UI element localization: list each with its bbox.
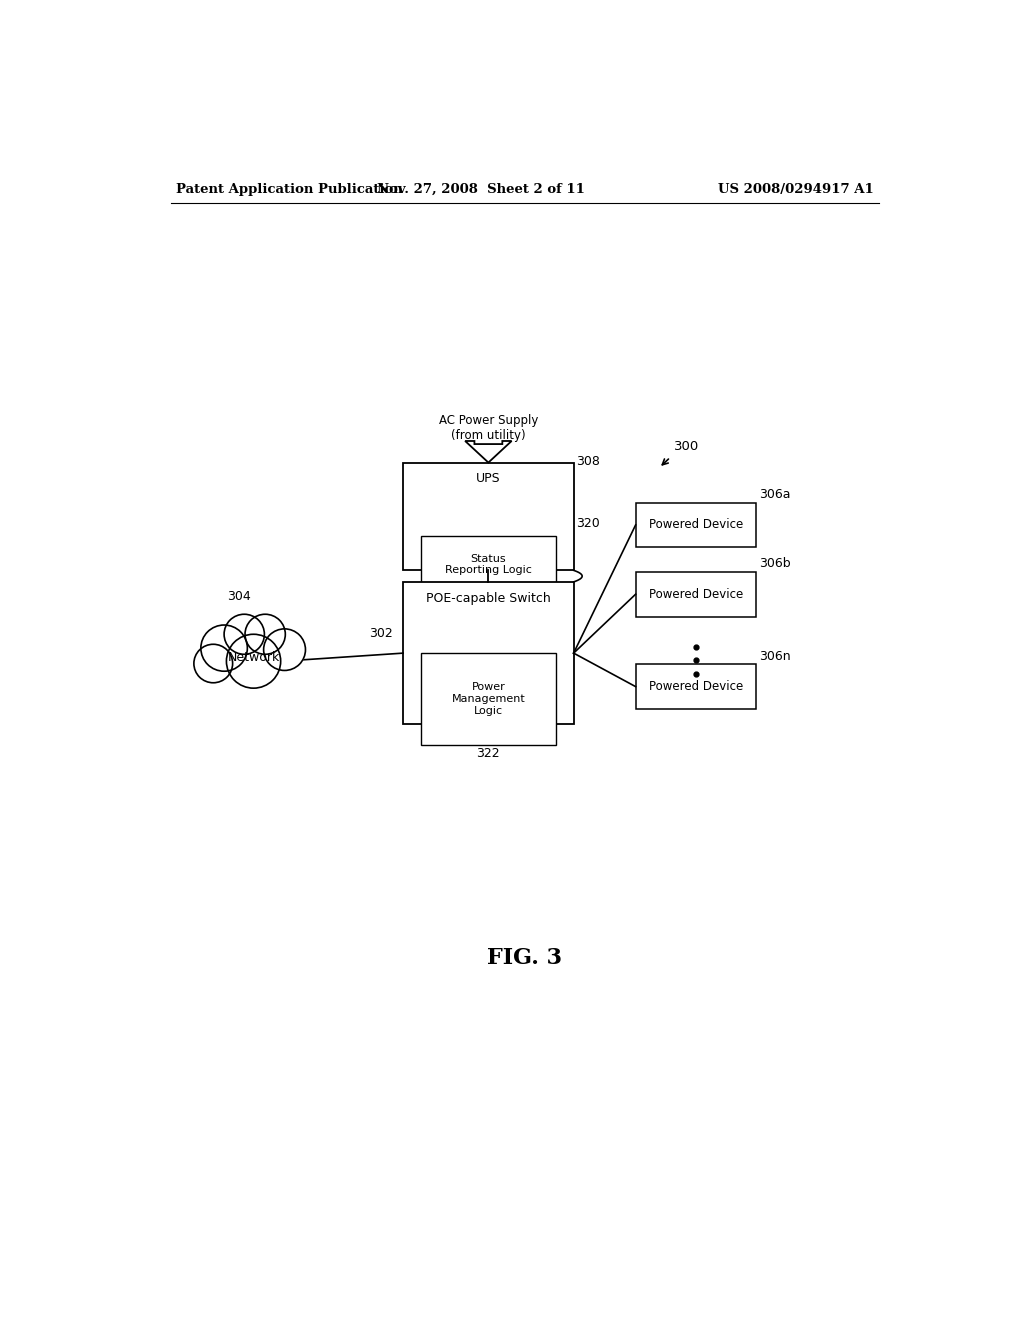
Circle shape: [224, 614, 264, 655]
Text: 308: 308: [575, 454, 600, 467]
Text: 306n: 306n: [759, 649, 791, 663]
Text: UPS: UPS: [476, 471, 501, 484]
Text: Powered Device: Powered Device: [648, 680, 742, 693]
Bar: [421, 653, 556, 744]
Bar: [636, 572, 756, 616]
Polygon shape: [465, 441, 512, 462]
Circle shape: [263, 628, 305, 671]
Text: FIG. 3: FIG. 3: [487, 946, 562, 969]
Text: 302: 302: [370, 627, 393, 640]
Text: Patent Application Publication: Patent Application Publication: [176, 183, 402, 197]
Bar: [403, 462, 573, 570]
Text: 306b: 306b: [759, 557, 791, 570]
Text: 300: 300: [675, 440, 699, 453]
Text: 306a: 306a: [759, 488, 791, 502]
Text: Powered Device: Powered Device: [648, 519, 742, 532]
Text: Status
Reporting Logic: Status Reporting Logic: [445, 554, 531, 576]
Bar: [636, 503, 756, 548]
Bar: [421, 536, 556, 594]
Text: 322: 322: [476, 747, 500, 760]
Circle shape: [245, 614, 286, 655]
Circle shape: [194, 644, 232, 682]
Text: Power
Management
Logic: Power Management Logic: [452, 682, 525, 715]
Bar: [636, 664, 756, 709]
Text: Nov. 27, 2008  Sheet 2 of 11: Nov. 27, 2008 Sheet 2 of 11: [377, 183, 585, 197]
Text: 320: 320: [575, 517, 600, 529]
Circle shape: [226, 635, 281, 688]
Text: POE-capable Switch: POE-capable Switch: [426, 591, 551, 605]
Text: 304: 304: [227, 590, 251, 603]
Bar: [403, 582, 573, 725]
Text: Powered Device: Powered Device: [648, 587, 742, 601]
Text: AC Power Supply
(from utility): AC Power Supply (from utility): [438, 413, 538, 442]
Circle shape: [201, 626, 248, 672]
Text: Network: Network: [227, 651, 280, 664]
Text: US 2008/0294917 A1: US 2008/0294917 A1: [718, 183, 873, 197]
